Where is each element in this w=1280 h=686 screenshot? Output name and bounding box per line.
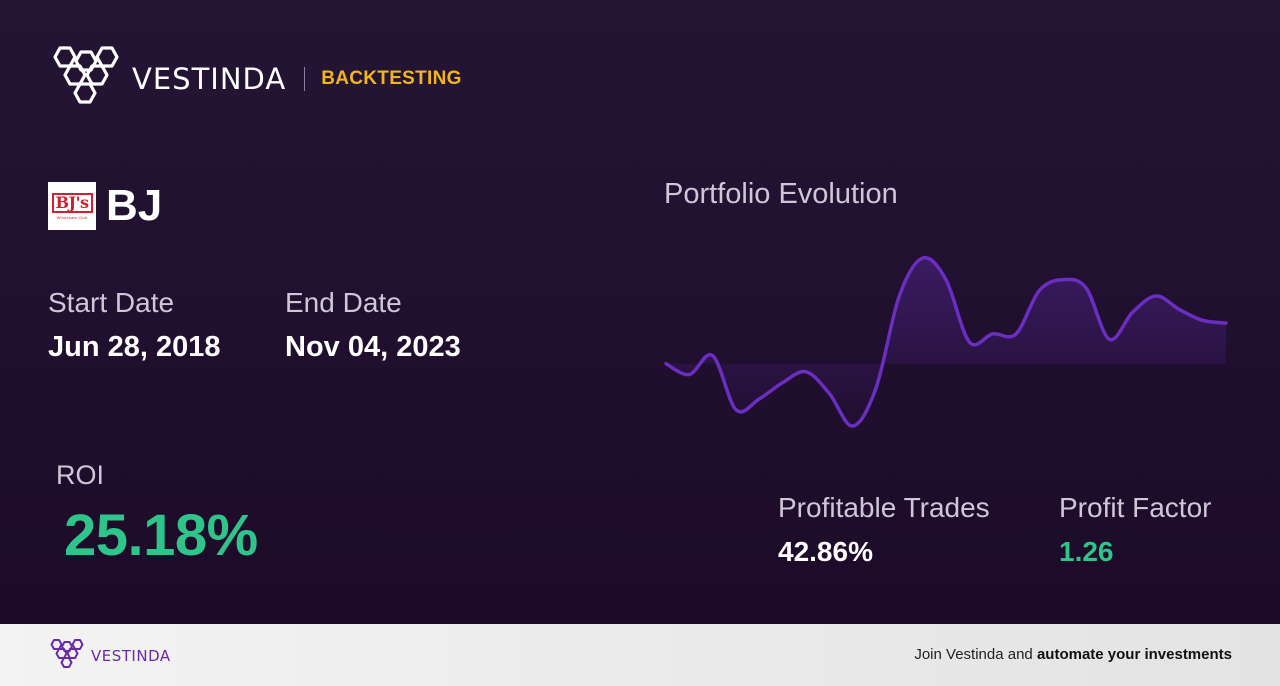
bj-logo: BJ's Wholesale Club (48, 182, 96, 230)
portfolio-area (666, 257, 1226, 427)
footer-cta[interactable]: Join Vestinda and automate your investme… (914, 646, 1232, 663)
footer-cta-prefix: Join Vestinda and (914, 646, 1033, 663)
profit-factor-value: 1.26 (1059, 536, 1114, 567)
start-date-label: Start Date (48, 287, 175, 318)
header-brand[interactable]: VESTINDA BACKTESTING (48, 46, 462, 112)
ticker-header: BJ's Wholesale Club BJ (48, 182, 162, 230)
roi-label: ROI (56, 460, 105, 490)
portfolio-line (664, 255, 1228, 428)
ticker-symbol: BJ (106, 181, 163, 230)
portfolio-evolution-chart (664, 255, 1228, 428)
end-date-value: Nov 04, 2023 (285, 331, 461, 363)
end-date-label: End Date (285, 287, 402, 318)
ticker-logo-subtext: Wholesale Club (56, 214, 88, 220)
backtest-card: VESTINDA BACKTESTING BJ's Wholesale Club… (0, 0, 1280, 624)
ticker-logo-text: BJ's (51, 192, 93, 213)
start-date-value: Jun 28, 2018 (48, 331, 221, 363)
profit-factor-label: Profit Factor (1059, 492, 1212, 523)
footer: VESTINDA Join Vestinda and automate your… (0, 624, 1280, 686)
roi-value: 25.18% (64, 503, 258, 568)
vestinda-logo-icon (53, 46, 119, 104)
footer-cta-bold: automate your investments (1036, 646, 1232, 663)
brand-name: VESTINDA (132, 62, 287, 96)
vestinda-footer-logo-icon (50, 639, 84, 668)
section-label: BACKTESTING (321, 68, 462, 89)
chart-title: Portfolio Evolution (664, 178, 898, 210)
profitable-trades-label: Profitable Trades (778, 492, 990, 523)
profitable-trades-value: 42.86% (778, 536, 873, 567)
footer-brand-name: VESTINDA (91, 646, 171, 665)
brand-divider (304, 67, 306, 91)
footer-brand[interactable]: VESTINDA (48, 639, 171, 672)
